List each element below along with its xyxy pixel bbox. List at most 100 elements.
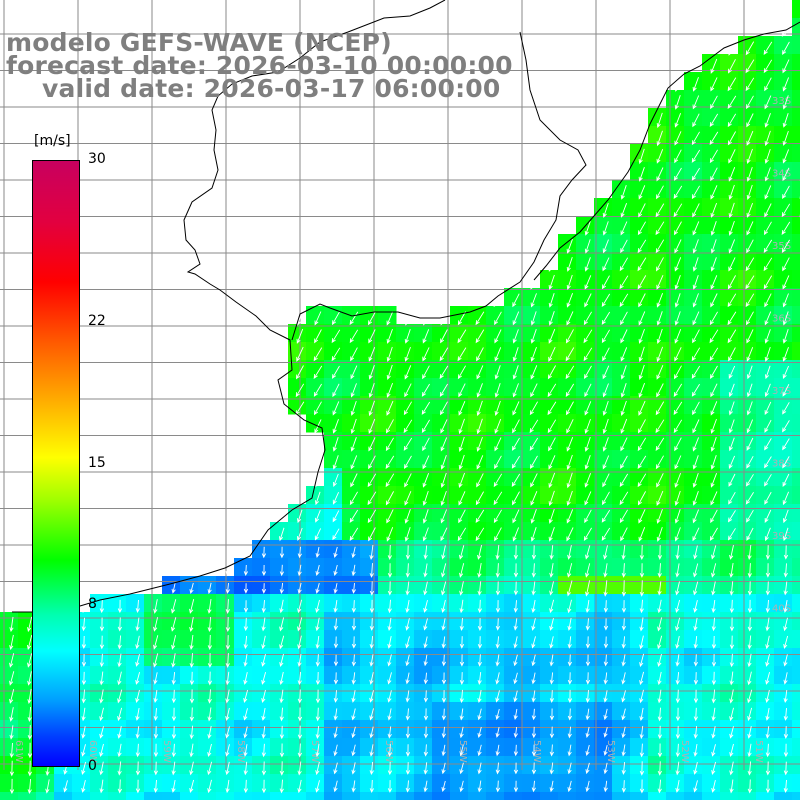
- wind-speed-cell: [126, 594, 145, 613]
- wind-arrow: [620, 527, 628, 542]
- wind-speed-cell: [306, 792, 325, 800]
- wind-speed-cell: [540, 702, 559, 721]
- wind-arrow: [27, 742, 33, 759]
- wind-speed-cell: [450, 756, 469, 775]
- wind-arrow: [675, 672, 680, 685]
- wind-arrow: [315, 564, 320, 576]
- wind-speed-cell: [702, 702, 721, 721]
- wind-arrow: [459, 618, 464, 631]
- wind-speed-cell: [306, 360, 325, 379]
- wind-speed-cell: [270, 792, 289, 800]
- wind-speed-cell: [558, 252, 577, 271]
- wind-speed-cell: [342, 648, 361, 667]
- wind-speed-cell: [306, 612, 325, 631]
- wind-speed-cell: [684, 198, 703, 217]
- wind-speed-cell: [504, 342, 523, 361]
- wind-arrow: [350, 437, 357, 452]
- wind-arrow: [657, 707, 662, 722]
- wind-speed-cell: [594, 486, 613, 505]
- wind-speed-cell: [144, 612, 163, 631]
- wind-arrow: [261, 761, 267, 776]
- wind-speed-cell: [360, 558, 379, 577]
- wind-arrow: [297, 689, 302, 704]
- wind-speed-cell: [576, 558, 595, 577]
- wind-speed-cell: [360, 540, 379, 559]
- wind-arrow: [601, 527, 611, 541]
- wind-arrow: [367, 473, 377, 488]
- wind-arrow: [81, 707, 86, 722]
- wind-speed-cell: [720, 594, 739, 613]
- wind-speed-cell: [522, 594, 541, 613]
- wind-arrow: [691, 347, 701, 362]
- wind-arrow: [637, 239, 647, 254]
- latitude-label: 36S: [772, 314, 791, 325]
- wind-speed-cell: [792, 360, 800, 379]
- wind-arrow: [603, 727, 608, 738]
- wind-speed-cell: [126, 648, 145, 667]
- wind-arrow: [81, 671, 87, 686]
- wind-speed-cell: [504, 630, 523, 649]
- wind-arrow: [638, 167, 645, 182]
- wind-speed-cell: [234, 630, 253, 649]
- wind-arrow: [621, 580, 627, 597]
- wind-arrow: [675, 635, 680, 649]
- wind-speed-cell: [684, 108, 703, 127]
- wind-arrow: [9, 634, 14, 651]
- wind-arrow: [602, 455, 610, 470]
- wind-arrow: [639, 689, 644, 704]
- wind-speed-cell: [522, 360, 541, 379]
- wind-speed-cell: [360, 774, 379, 793]
- wind-arrow: [782, 293, 789, 308]
- wind-arrow: [549, 545, 554, 560]
- wind-speed-cell: [324, 702, 343, 721]
- wind-arrow: [674, 329, 682, 344]
- wind-speed-cell: [774, 324, 793, 343]
- wind-arrow: [135, 689, 140, 703]
- wind-arrow: [585, 762, 590, 775]
- wind-speed-cell: [792, 36, 800, 55]
- wind-arrow: [441, 545, 446, 560]
- wind-speed-cell: [630, 270, 649, 289]
- wind-speed-cell: [396, 342, 415, 361]
- wind-speed-cell: [540, 270, 559, 289]
- wind-arrow: [765, 761, 771, 776]
- wind-arrow: [404, 527, 411, 542]
- wind-arrow: [619, 275, 629, 290]
- wind-speed-cell: [342, 576, 361, 595]
- wind-speed-cell: [738, 198, 757, 217]
- wind-speed-cell: [648, 162, 667, 181]
- wind-speed-cell: [756, 738, 775, 757]
- wind-arrow: [261, 779, 267, 794]
- wind-speed-cell: [612, 756, 631, 775]
- wind-arrow: [728, 184, 735, 200]
- wind-speed-cell: [612, 468, 631, 487]
- wind-arrow: [566, 472, 573, 489]
- wind-speed-cell: [648, 594, 667, 613]
- wind-arrow: [782, 95, 789, 110]
- wind-speed-cell: [306, 774, 325, 793]
- wind-speed-cell: [378, 720, 397, 739]
- wind-speed-cell: [252, 774, 271, 793]
- wind-speed-cell: [450, 792, 469, 800]
- wind-arrow: [314, 491, 321, 506]
- wind-speed-cell: [252, 702, 271, 721]
- wind-speed-cell: [738, 90, 757, 109]
- wind-arrow: [297, 671, 302, 686]
- wind-speed-cell: [756, 108, 775, 127]
- wind-speed-cell: [396, 558, 415, 577]
- wind-speed-cell: [684, 792, 703, 800]
- latitude-label: 33S: [772, 96, 791, 107]
- wind-arrow: [513, 762, 519, 775]
- wind-speed-cell: [342, 702, 361, 721]
- wind-speed-cell: [54, 774, 73, 793]
- wind-arrow: [621, 545, 626, 560]
- wind-speed-cell: [774, 72, 793, 91]
- wind-speed-cell: [360, 702, 379, 721]
- wind-speed-cell: [630, 540, 649, 559]
- wind-speed-cell: [90, 630, 109, 649]
- wind-speed-cell: [684, 468, 703, 487]
- wind-speed-cell: [126, 756, 145, 775]
- wind-arrow: [549, 581, 554, 596]
- wind-speed-cell: [342, 396, 361, 415]
- wind-arrow: [458, 509, 466, 524]
